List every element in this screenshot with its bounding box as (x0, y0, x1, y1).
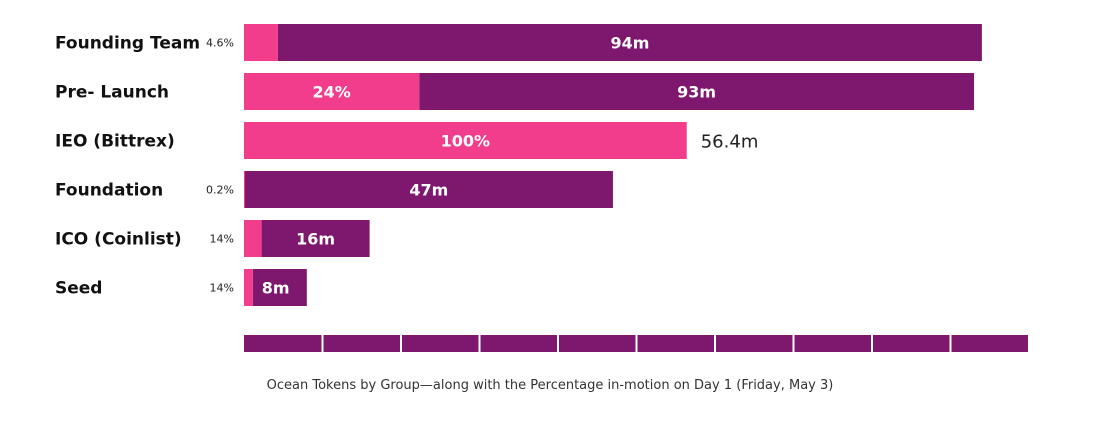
x-axis-segment (794, 335, 871, 352)
x-axis-segment (480, 335, 557, 352)
in-motion-pct-label: 24% (312, 83, 350, 102)
category-label: Pre- Launch (55, 83, 169, 103)
x-axis-segment (559, 335, 636, 352)
bar-locked-segment (252, 269, 307, 306)
total-label: 8m (262, 279, 290, 298)
bar-row-ieo-bittrex: IEO (Bittrex) 100% 56.4m (55, 122, 758, 159)
x-axis-segment (402, 335, 479, 352)
in-motion-pct-label: 100% (441, 132, 490, 151)
category-label: Seed (55, 279, 102, 299)
bar-in-motion-segment (244, 24, 278, 61)
bar-row-seed: Seed 14% 8m (55, 269, 307, 306)
total-label: 94m (610, 34, 649, 53)
x-axis-segment (637, 335, 714, 352)
x-axis-segment (873, 335, 950, 352)
category-label: ICO (Coinlist) (55, 230, 182, 250)
category-label: Founding Team (55, 34, 200, 54)
bar-in-motion-segment (244, 73, 420, 110)
total-label: 47m (409, 181, 448, 200)
bar-in-motion-segment (244, 220, 262, 257)
bar-row-ico-coinlist: ICO (Coinlist) 14% 16m (55, 220, 370, 257)
in-motion-pct-label: 14% (210, 233, 234, 246)
bar-locked-segment (419, 73, 975, 110)
bar-locked-segment (261, 220, 370, 257)
x-axis-segment (244, 335, 322, 352)
bar-row-founding-team: Founding Team 4.6% 94m (55, 24, 982, 61)
total-label: 16m (296, 230, 335, 249)
bar-in-motion-segment (244, 171, 245, 208)
chart-rows: Founding Team 4.6% 94m Pre- Launch 24% 93m IEO… (55, 24, 982, 306)
bar-locked-segment (244, 171, 613, 208)
bar-row-foundation: Foundation 0.2% 47m (55, 171, 613, 208)
x-axis-segment (323, 335, 400, 352)
in-motion-pct-label: 4.6% (206, 37, 234, 50)
category-label: IEO (Bittrex) (55, 132, 175, 152)
x-axis-segment (951, 335, 1028, 352)
total-label: 93m (677, 83, 716, 102)
x-axis-band (244, 335, 1028, 352)
in-motion-pct-label: 0.2% (206, 184, 234, 197)
bar-locked-segment (277, 24, 982, 61)
total-label: 56.4m (701, 132, 759, 153)
bar-in-motion-segment (244, 122, 687, 159)
bar-row-pre-launch: Pre- Launch 24% 93m (55, 73, 975, 110)
in-motion-pct-label: 14% (210, 282, 234, 295)
category-label: Foundation (55, 181, 163, 201)
chart-caption: Ocean Tokens by Group—along with the Per… (266, 378, 834, 393)
bar-in-motion-segment (244, 269, 253, 306)
x-axis-segment (716, 335, 793, 352)
